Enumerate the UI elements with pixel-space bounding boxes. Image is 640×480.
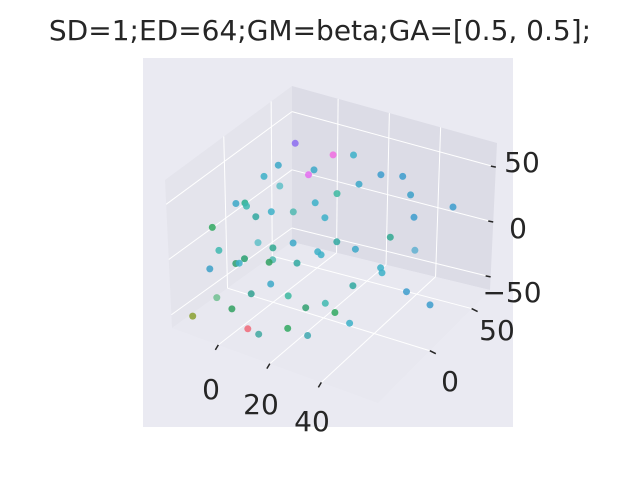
- data-point: [276, 182, 284, 190]
- data-point: [289, 208, 297, 216]
- z-tick-label: −50: [482, 276, 541, 309]
- data-point: [333, 238, 341, 246]
- x-tick-label: 0: [202, 373, 220, 406]
- y-tick-label: 0: [441, 365, 459, 398]
- data-point: [232, 200, 240, 207]
- data-point: [243, 202, 250, 210]
- data-point: [399, 172, 407, 180]
- data-point: [291, 139, 299, 147]
- x-tick-mark: [317, 381, 322, 388]
- data-point: [293, 259, 301, 267]
- x-tick-label: 40: [294, 405, 330, 438]
- data-point: [289, 239, 297, 247]
- data-point: [247, 290, 255, 298]
- y-tick-label: 50: [479, 314, 515, 347]
- x-tick-mark: [214, 344, 219, 351]
- chart-title: SD=1;ED=64;GM=beta;GA=[0.5, 0.5];: [48, 14, 592, 47]
- data-point: [355, 180, 363, 188]
- right-grid-line-z: [291, 111, 496, 168]
- data-points: [189, 139, 457, 339]
- data-point: [426, 301, 434, 309]
- data-point: [244, 325, 252, 333]
- data-point: [235, 259, 243, 267]
- pane-floor: [172, 242, 490, 403]
- data-point: [255, 330, 263, 338]
- data-point: [410, 213, 418, 221]
- data-point: [265, 258, 273, 266]
- data-point: [208, 223, 216, 231]
- data-point: [349, 282, 357, 290]
- z-tick-label: 0: [509, 212, 527, 245]
- data-point: [386, 233, 394, 241]
- data-point: [260, 172, 268, 180]
- data-point: [377, 171, 385, 179]
- data-point: [284, 292, 292, 300]
- pane-right: [292, 86, 497, 290]
- data-point: [321, 299, 329, 307]
- data-point: [189, 312, 197, 320]
- data-point: [407, 191, 415, 199]
- data-point: [351, 245, 359, 253]
- y-tick-mark: [429, 350, 437, 355]
- data-point: [333, 190, 341, 198]
- data-point: [215, 246, 223, 254]
- data-point: [321, 214, 329, 222]
- floor-grid-line-y: [227, 287, 430, 352]
- data-point: [304, 332, 312, 339]
- data-point: [213, 294, 221, 302]
- data-point: [305, 171, 312, 179]
- data-point: [267, 280, 275, 288]
- data-point: [403, 288, 410, 296]
- z-tick-mark: [490, 165, 496, 168]
- data-point: [267, 208, 275, 216]
- data-point: [252, 213, 260, 221]
- data-point: [329, 151, 337, 159]
- pane-left: [165, 86, 292, 328]
- data-point: [350, 151, 357, 159]
- data-point: [254, 239, 262, 247]
- tick-marks: [214, 165, 496, 388]
- data-point: [310, 166, 318, 174]
- grid-lines: [165, 98, 496, 383]
- z-tick-mark: [485, 275, 491, 278]
- data-point: [314, 248, 322, 256]
- data-point: [411, 246, 419, 254]
- data-point: [206, 265, 214, 273]
- data-point: [331, 309, 339, 316]
- x-tick-label: 20: [243, 388, 279, 421]
- data-point: [449, 203, 457, 211]
- right-grid-line-z: [291, 227, 491, 278]
- z-tick-mark: [488, 220, 494, 223]
- z-tick-label: 50: [504, 146, 540, 179]
- data-point: [378, 269, 386, 277]
- data-point: [241, 255, 248, 263]
- data-point: [346, 319, 354, 327]
- right-grid-line-z: [291, 169, 494, 223]
- left-grid-line-z: [168, 169, 293, 260]
- data-point: [228, 305, 236, 313]
- y-tick-mark: [471, 307, 478, 313]
- left-grid-line-z: [171, 227, 293, 316]
- floor-grid-line-y: [272, 255, 472, 310]
- data-point: [274, 161, 282, 169]
- x-tick-mark: [266, 363, 271, 370]
- data-point: [302, 304, 310, 312]
- data-point: [269, 244, 277, 252]
- left-grid-line-z: [165, 111, 293, 205]
- data-point: [311, 199, 319, 207]
- data-point: [284, 324, 292, 332]
